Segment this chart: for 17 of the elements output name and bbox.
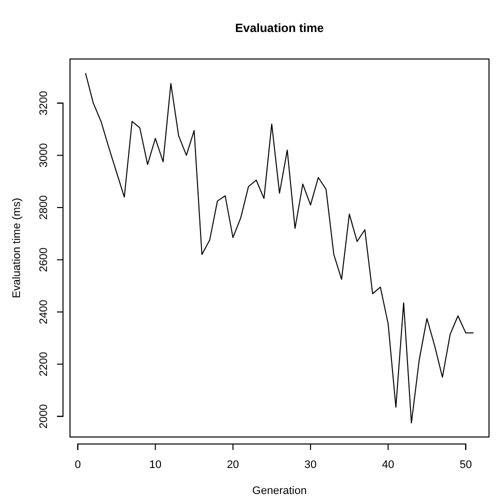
y-axis-title: Evaluation time (ms) <box>11 198 23 298</box>
x-tick-label: 0 <box>74 458 81 471</box>
x-tick-label: 10 <box>149 458 162 471</box>
chart-title: Evaluation time <box>235 21 324 35</box>
y-tick-label: 2400 <box>38 300 50 324</box>
y-tick-label: 2800 <box>38 195 50 220</box>
line-series <box>85 72 474 424</box>
x-tick-label: 40 <box>382 458 394 471</box>
y-tick-label: 2000 <box>38 404 50 429</box>
y-tick-label: 2600 <box>38 248 50 272</box>
x-axis-title: Generation <box>252 485 307 497</box>
y-tick-label: 3000 <box>38 143 50 168</box>
x-tick-label: 30 <box>304 458 317 471</box>
y-tick-label: 2200 <box>38 352 50 376</box>
x-tick-label: 50 <box>460 458 472 471</box>
y-tick-label: 3200 <box>38 90 50 116</box>
x-tick-label: 20 <box>226 458 240 471</box>
